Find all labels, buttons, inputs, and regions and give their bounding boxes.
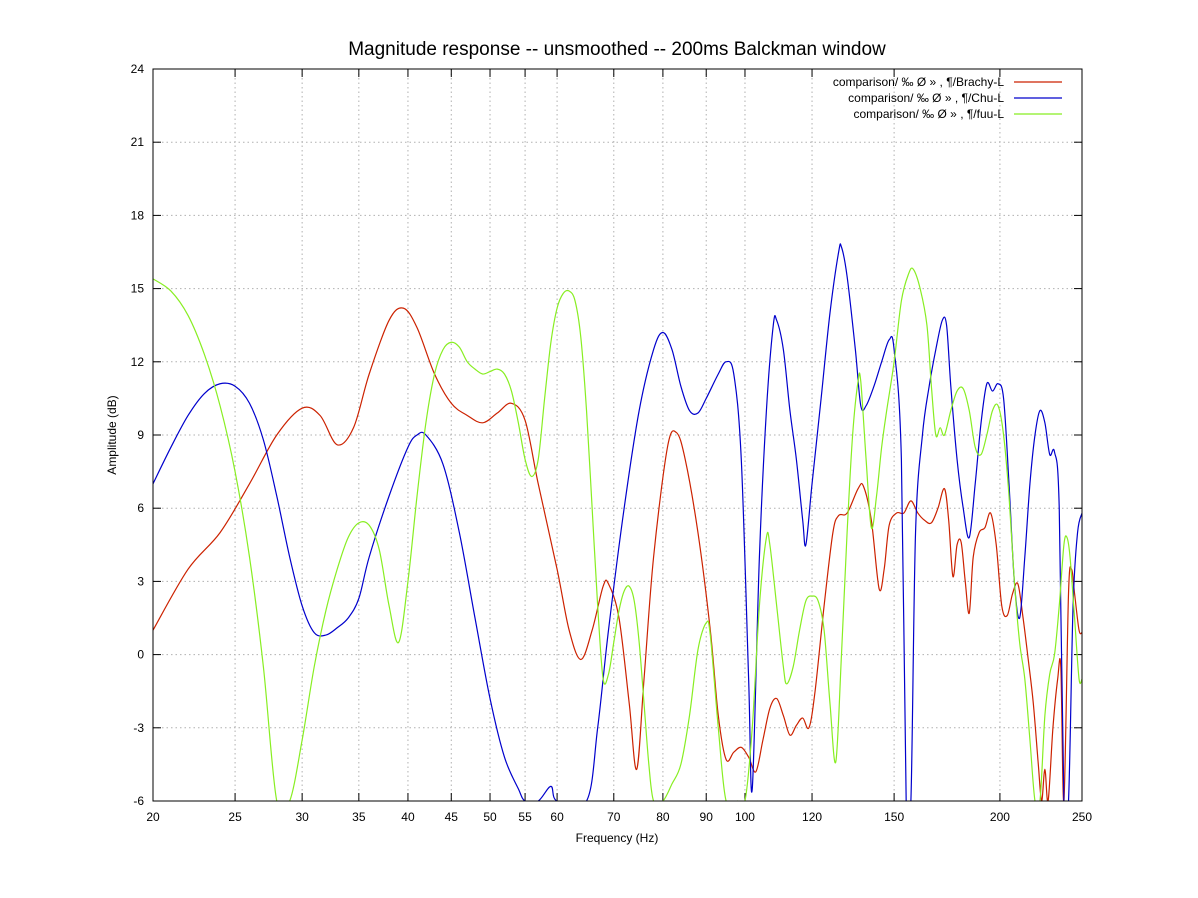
y-tick-label: 9 bbox=[137, 428, 144, 442]
y-tick-label: 21 bbox=[131, 135, 145, 149]
series-layer bbox=[153, 243, 1082, 801]
x-tick-label: 80 bbox=[656, 810, 670, 824]
plot-frame bbox=[152, 68, 1083, 802]
chart-title: Magnitude response -- unsmoothed -- 200m… bbox=[348, 39, 886, 60]
y-tick-label: 15 bbox=[131, 282, 145, 296]
y-tick-label: -3 bbox=[133, 721, 144, 735]
grid-layer bbox=[153, 69, 1082, 801]
x-tick-label: 90 bbox=[700, 810, 714, 824]
x-tick-label: 120 bbox=[802, 810, 822, 824]
x-tick-label: 45 bbox=[445, 810, 459, 824]
y-tick-label: 6 bbox=[137, 501, 144, 515]
series-line-0 bbox=[153, 307, 1082, 801]
legend-label-0: comparison/ ‰ Ø » , ¶/Brachy-L bbox=[833, 75, 1004, 89]
y-tick-label: 12 bbox=[131, 355, 145, 369]
y-tick-label: 0 bbox=[137, 648, 144, 662]
x-tick-label: 70 bbox=[607, 810, 621, 824]
series-line-1 bbox=[153, 243, 1082, 801]
x-tick-label: 35 bbox=[352, 810, 366, 824]
legend-label-1: comparison/ ‰ Ø » , ¶/Chu-L bbox=[848, 91, 1004, 105]
x-axis-title: Frequency (Hz) bbox=[576, 831, 659, 845]
legend: comparison/ ‰ Ø » , ¶/Brachy-L comparison… bbox=[833, 75, 1062, 121]
series-line-2 bbox=[153, 267, 1082, 801]
y-tick-label: 18 bbox=[131, 208, 145, 222]
x-tick-label: 100 bbox=[735, 810, 755, 824]
legend-label-2: comparison/ ‰ Ø » , ¶/fuu-L bbox=[853, 107, 1004, 121]
y-axis-title: Amplitude (dB) bbox=[105, 395, 119, 474]
x-tick-label: 50 bbox=[483, 810, 497, 824]
y-tick-label: -6 bbox=[133, 794, 144, 808]
tick-layer: 20 25 30 35 40 45 50 55 60 70 80 90 100 120 150 200 250-… bbox=[131, 62, 1093, 824]
x-tick-label: 250 bbox=[1072, 810, 1092, 824]
y-tick-label: 3 bbox=[137, 574, 144, 588]
x-tick-label: 20 bbox=[146, 810, 160, 824]
x-tick-label: 60 bbox=[550, 810, 564, 824]
x-tick-label: 55 bbox=[518, 810, 532, 824]
x-tick-label: 150 bbox=[884, 810, 904, 824]
x-tick-label: 25 bbox=[228, 810, 242, 824]
x-tick-label: 200 bbox=[990, 810, 1010, 824]
x-tick-label: 30 bbox=[295, 810, 309, 824]
x-tick-label: 40 bbox=[401, 810, 415, 824]
y-tick-label: 24 bbox=[131, 62, 145, 76]
